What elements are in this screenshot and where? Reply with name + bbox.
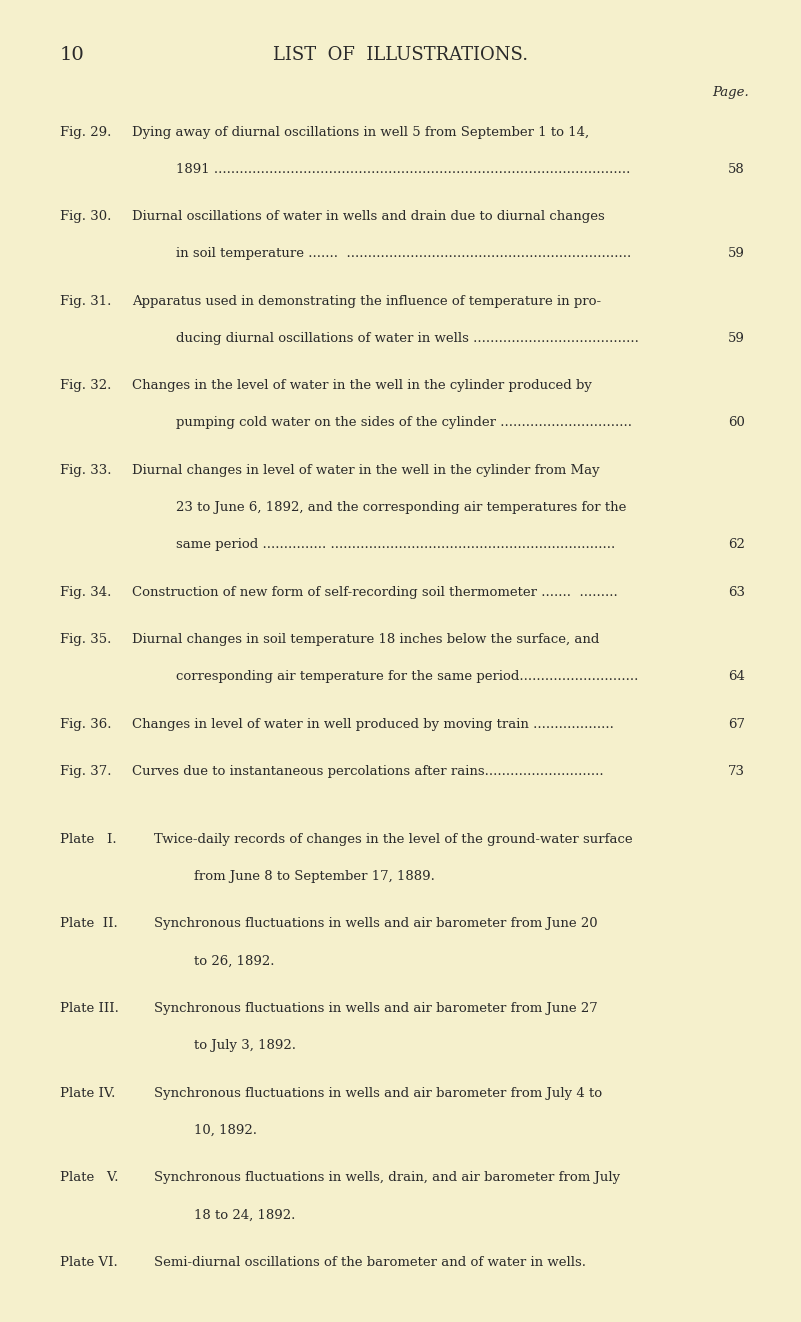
Text: same period ............... ....................................................: same period ............... ............… <box>176 538 615 551</box>
Text: 10: 10 <box>60 46 85 65</box>
Text: Plate   I.: Plate I. <box>60 833 117 846</box>
Text: Fig. 37.: Fig. 37. <box>60 765 111 779</box>
Text: from June 8 to September 17, 1889.: from June 8 to September 17, 1889. <box>194 870 435 883</box>
Text: Page.: Page. <box>712 86 749 99</box>
Text: Plate IV.: Plate IV. <box>60 1087 115 1100</box>
Text: 10, 1892.: 10, 1892. <box>194 1124 257 1137</box>
Text: corresponding air temperature for the same period............................: corresponding air temperature for the sa… <box>176 670 638 683</box>
Text: Plate   V.: Plate V. <box>60 1171 119 1185</box>
Text: Synchronous fluctuations in wells and air barometer from June 27: Synchronous fluctuations in wells and ai… <box>154 1002 598 1015</box>
Text: Fig. 35.: Fig. 35. <box>60 633 111 646</box>
Text: Fig. 33.: Fig. 33. <box>60 464 111 477</box>
Text: pumping cold water on the sides of the cylinder ...............................: pumping cold water on the sides of the c… <box>176 416 632 430</box>
Text: Synchronous fluctuations in wells and air barometer from June 20: Synchronous fluctuations in wells and ai… <box>154 917 598 931</box>
Text: 63: 63 <box>728 586 745 599</box>
Text: 73: 73 <box>728 765 745 779</box>
Text: Diurnal changes in level of water in the well in the cylinder from May: Diurnal changes in level of water in the… <box>132 464 600 477</box>
Text: in soil temperature .......  ...................................................: in soil temperature ....... ............… <box>176 247 631 260</box>
Text: Changes in level of water in well produced by moving train ...................: Changes in level of water in well produc… <box>132 718 614 731</box>
Text: Changes in the level of water in the well in the cylinder produced by: Changes in the level of water in the wel… <box>132 379 592 393</box>
Text: 58: 58 <box>728 163 745 176</box>
Text: 67: 67 <box>728 718 745 731</box>
Text: to 26, 1892.: to 26, 1892. <box>194 954 274 968</box>
Text: Synchronous fluctuations in wells and air barometer from July 4 to: Synchronous fluctuations in wells and ai… <box>154 1087 602 1100</box>
Text: 1891 ...........................................................................: 1891 ...................................… <box>176 163 630 176</box>
Text: 59: 59 <box>728 332 745 345</box>
Text: Fig. 29.: Fig. 29. <box>60 126 111 139</box>
Text: Plate VI.: Plate VI. <box>60 1256 118 1269</box>
Text: Plate III.: Plate III. <box>60 1002 119 1015</box>
Text: to July 3, 1892.: to July 3, 1892. <box>194 1039 296 1052</box>
Text: Fig. 36.: Fig. 36. <box>60 718 111 731</box>
Text: 59: 59 <box>728 247 745 260</box>
Text: Twice-daily records of changes in the level of the ground-water surface: Twice-daily records of changes in the le… <box>154 833 633 846</box>
Text: Fig. 30.: Fig. 30. <box>60 210 111 223</box>
Text: Construction of new form of self-recording soil thermometer .......  .........: Construction of new form of self-recordi… <box>132 586 618 599</box>
Text: 23 to June 6, 1892, and the corresponding air temperatures for the: 23 to June 6, 1892, and the correspondin… <box>176 501 626 514</box>
Text: Diurnal oscillations of water in wells and drain due to diurnal changes: Diurnal oscillations of water in wells a… <box>132 210 605 223</box>
Text: 60: 60 <box>728 416 745 430</box>
Text: Dying away of diurnal oscillations in well 5 from September 1 to 14,: Dying away of diurnal oscillations in we… <box>132 126 590 139</box>
Text: Diurnal changes in soil temperature 18 inches below the surface, and: Diurnal changes in soil temperature 18 i… <box>132 633 599 646</box>
Text: ducing diurnal oscillations of water in wells ..................................: ducing diurnal oscillations of water in … <box>176 332 639 345</box>
Text: Semi-diurnal oscillations of the barometer and of water in wells.: Semi-diurnal oscillations of the baromet… <box>154 1256 586 1269</box>
Text: 62: 62 <box>728 538 745 551</box>
Text: Apparatus used in demonstrating the influence of temperature in pro-: Apparatus used in demonstrating the infl… <box>132 295 602 308</box>
Text: LIST  OF  ILLUSTRATIONS.: LIST OF ILLUSTRATIONS. <box>273 46 528 65</box>
Text: Plate  II.: Plate II. <box>60 917 118 931</box>
Text: 18 to 24, 1892.: 18 to 24, 1892. <box>194 1208 296 1222</box>
Text: Synchronous fluctuations in wells, drain, and air barometer from July: Synchronous fluctuations in wells, drain… <box>154 1171 620 1185</box>
Text: Fig. 32.: Fig. 32. <box>60 379 111 393</box>
Text: Fig. 34.: Fig. 34. <box>60 586 111 599</box>
Text: Curves due to instantaneous percolations after rains............................: Curves due to instantaneous percolations… <box>132 765 604 779</box>
Text: Fig. 31.: Fig. 31. <box>60 295 111 308</box>
Text: 64: 64 <box>728 670 745 683</box>
